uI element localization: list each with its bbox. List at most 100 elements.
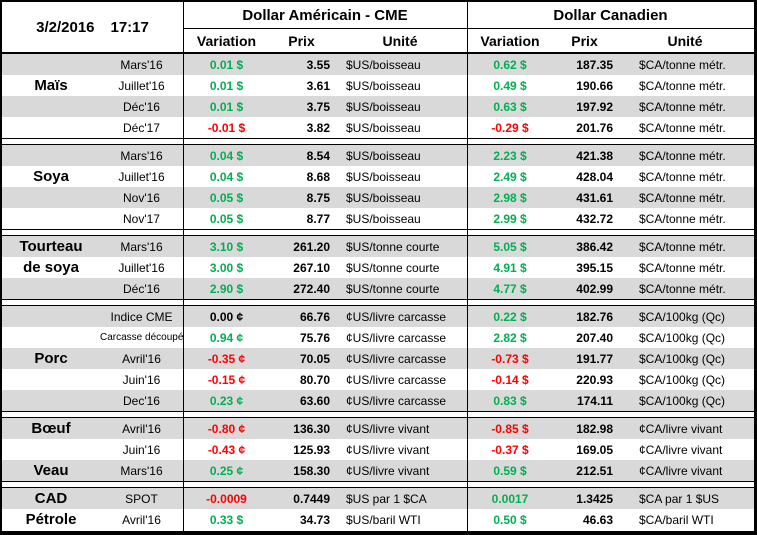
- ca-price: 431.61: [576, 190, 613, 205]
- ca-price: 182.76: [576, 309, 613, 324]
- us-variation: 0.04 $: [209, 148, 244, 163]
- column-header-unite-ca: Unité: [667, 32, 703, 49]
- ca-variation: 0.63 $: [493, 99, 527, 114]
- ca-variation: 2.82 $: [493, 330, 527, 345]
- group-label: Bœuf: [31, 420, 71, 437]
- us-unit: ¢US/livre carcasse: [346, 393, 447, 408]
- table-header: 3/2/2016 17:17 Dollar Américain - CME Do…: [2, 2, 754, 54]
- group-label: CAD: [34, 490, 68, 507]
- us-variation: -0.01 $: [207, 120, 246, 135]
- table-row: Pétrole Avril'16 0.33 $ 34.73 $US/baril WTI 0…: [2, 509, 754, 530]
- contract-month: Juillet'16: [118, 169, 165, 184]
- group-label: Maïs: [34, 77, 68, 94]
- table-row: Maïs Juillet'16 0.01 $ 3.61 $US/boisseau 0.49…: [2, 75, 754, 96]
- contract-month: Mars'16: [120, 239, 163, 254]
- us-variation: 0.05 $: [209, 190, 244, 205]
- ca-price: 386.42: [576, 239, 613, 254]
- us-variation: 0.01 $: [209, 78, 244, 93]
- us-column-headers: Variation Prix Unité: [183, 29, 467, 52]
- table-row: Mars'16 0.01 $ 3.55 $US/boisseau 0.62 $ 187.3…: [2, 54, 754, 75]
- table-row: Déc'17 -0.01 $ 3.82 $US/boisseau -0.29 $ 201.…: [2, 117, 754, 138]
- us-unit: $US par 1 $CA: [346, 491, 427, 506]
- us-price: 66.76: [299, 309, 330, 324]
- ca-variation: 0.50 $: [493, 512, 527, 527]
- ca-unit: $CA/tonne métr.: [639, 281, 726, 296]
- ca-variation: 0.0017: [491, 491, 529, 506]
- column-header-variation-us: Variation: [196, 32, 257, 49]
- table-row: Déc'16 2.90 $ 272.40 $US/tonne courte 4.77 $…: [2, 278, 754, 299]
- section-separator: [2, 411, 754, 418]
- ca-unit: $CA/tonne métr.: [639, 190, 726, 205]
- ca-unit: $CA/tonne métr.: [639, 260, 726, 275]
- contract-month: Nov'16: [123, 190, 160, 205]
- ca-variation: -0.85 $: [491, 421, 529, 436]
- us-variation: 0.05 $: [209, 211, 244, 226]
- us-price: 8.75: [306, 190, 330, 205]
- report-time: 17:17: [110, 18, 149, 36]
- us-price: 8.54: [306, 148, 330, 163]
- ca-unit: $CA/tonne métr.: [639, 120, 726, 135]
- table-row: Porc Avril'16 -0.35 ¢ 70.05 ¢US/livre carcas…: [2, 348, 754, 369]
- us-unit: ¢US/livre carcasse: [346, 309, 447, 324]
- column-header-prix-ca: Prix: [571, 32, 598, 49]
- us-price: 8.77: [306, 211, 330, 226]
- ca-price: 432.72: [576, 211, 613, 226]
- us-unit: $US/boisseau: [346, 78, 421, 93]
- us-unit: ¢US/livre vivant: [346, 463, 430, 478]
- us-variation: 0.25 ¢: [209, 463, 244, 478]
- ca-variation: 2.98 $: [493, 190, 527, 205]
- us-price: 272.40: [293, 281, 330, 296]
- contract-month: Déc'16: [123, 281, 160, 296]
- section-separator: [2, 229, 754, 236]
- ca-unit: $CA/tonne métr.: [639, 99, 726, 114]
- contract-month: Nov'17: [123, 211, 160, 226]
- us-variation: -0.15 ¢: [207, 372, 246, 387]
- us-unit: ¢US/livre vivant: [346, 442, 430, 457]
- us-variation: 3.00 $: [209, 260, 244, 275]
- ca-price: 395.15: [576, 260, 613, 275]
- ca-price: 207.40: [576, 330, 613, 345]
- us-variation: 0.01 $: [209, 99, 244, 114]
- contract-month: Déc'16: [123, 99, 160, 114]
- us-price: 63.60: [299, 393, 330, 408]
- ca-variation: -0.37 $: [491, 442, 529, 457]
- ca-unit: $CA/100kg (Qc): [639, 351, 726, 366]
- us-unit: $US/boisseau: [346, 190, 421, 205]
- us-price: 136.30: [293, 421, 330, 436]
- us-variation: 0.04 $: [209, 169, 244, 184]
- table-row: Soya Juillet'16 0.04 $ 8.68 $US/boisseau 2.49…: [2, 166, 754, 187]
- us-variation: 0.23 ¢: [209, 393, 244, 408]
- ca-variation: 0.22 $: [493, 309, 527, 324]
- us-price: 158.30: [293, 463, 330, 478]
- us-variation: 0.33 $: [209, 512, 244, 527]
- ca-unit: ¢CA/livre vivant: [639, 463, 723, 478]
- section-separator: [2, 138, 754, 145]
- section-separator: [2, 299, 754, 306]
- group-label: Porc: [34, 350, 68, 367]
- table-row: Juin'16 -0.15 ¢ 80.70 ¢US/livre carcasse -0.…: [2, 369, 754, 390]
- contract-month: Déc'17: [123, 120, 160, 135]
- ca-variation: 5.05 $: [493, 239, 527, 254]
- group-label: Soya: [33, 168, 69, 185]
- ca-variation: 0.59 $: [493, 463, 527, 478]
- column-header-variation-ca: Variation: [480, 32, 540, 49]
- us-price: 267.10: [293, 260, 330, 275]
- ca-unit: $CA/100kg (Qc): [639, 309, 726, 324]
- us-unit: $US/baril WTI: [346, 512, 421, 527]
- contract-month: Carcasse découpée: [100, 332, 183, 343]
- table-body: Mars'16 0.01 $ 3.55 $US/boisseau 0.62 $ 187.3…: [2, 54, 754, 530]
- ca-variation: -0.73 $: [491, 351, 529, 366]
- us-unit: $US/boisseau: [346, 169, 421, 184]
- table-row: Déc'16 0.01 $ 3.75 $US/boisseau 0.63 $ 197.92…: [2, 96, 754, 117]
- ca-price: 187.35: [576, 57, 613, 72]
- ca-price: 220.93: [576, 372, 613, 387]
- table-row: Nov'17 0.05 $ 8.77 $US/boisseau 2.99 $ 432.72…: [2, 208, 754, 229]
- contract-month: Mars'16: [120, 463, 163, 478]
- table-row: Indice CME 0.00 ¢ 66.76 ¢US/livre carcasse 0…: [2, 306, 754, 327]
- ca-price: 169.05: [576, 442, 613, 457]
- ca-unit: $CA/100kg (Qc): [639, 330, 726, 345]
- table-row: CAD SPOT -0.0009 0.7449 $US par 1 $CA 0.0017 1…: [2, 488, 754, 509]
- ca-price: 174.11: [576, 393, 613, 408]
- us-price: 75.76: [299, 330, 330, 345]
- us-unit: ¢US/livre carcasse: [346, 330, 447, 345]
